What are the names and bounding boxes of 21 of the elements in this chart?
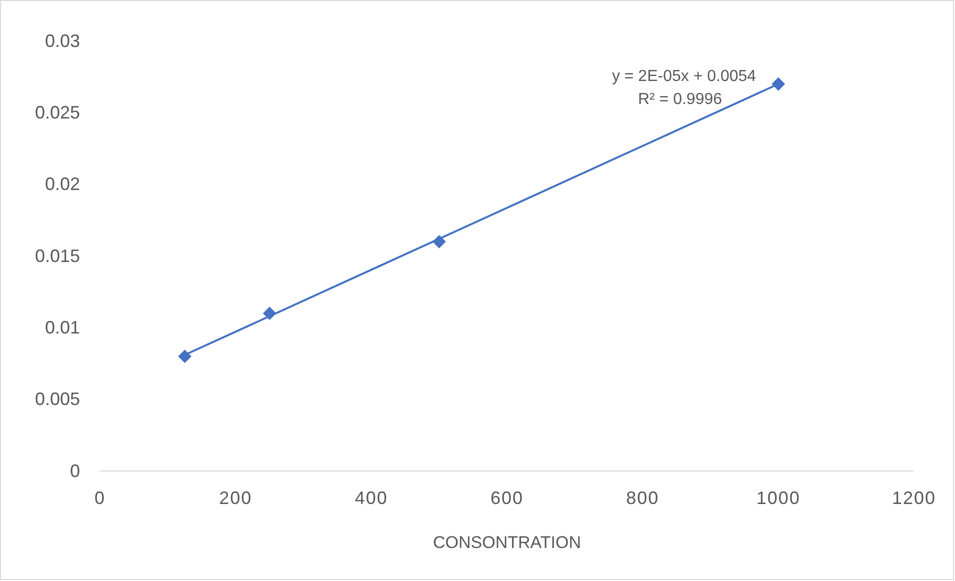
x-tick-label: 800: [626, 488, 660, 508]
x-tick-label: 1200: [892, 488, 936, 508]
point: [262, 306, 276, 320]
y-tick-label: 0.025: [34, 102, 80, 122]
y-tick-label: 0.02: [44, 174, 80, 194]
annotation: y = 2E-05x + 0.0054: [612, 68, 756, 85]
point: [178, 350, 192, 364]
point: [772, 77, 786, 91]
y-tick-label: 0: [70, 460, 80, 481]
point: [432, 234, 446, 248]
y-tick-label: 0.03: [44, 30, 80, 51]
x-axis-title: CONSONTRATION: [433, 533, 581, 552]
x-tick-label: 600: [490, 488, 524, 508]
x-tick-label: 0: [94, 488, 106, 508]
y-tick-label: 0.005: [34, 389, 80, 410]
x-tick-label: 1000: [756, 488, 800, 508]
annotation: R² = 0.9996: [638, 91, 722, 108]
x-tick-label: 400: [354, 488, 388, 508]
y-tick-label: 0.01: [44, 317, 80, 338]
y-tick-label: 0.015: [34, 246, 80, 266]
x-tick-label: 200: [219, 488, 252, 508]
